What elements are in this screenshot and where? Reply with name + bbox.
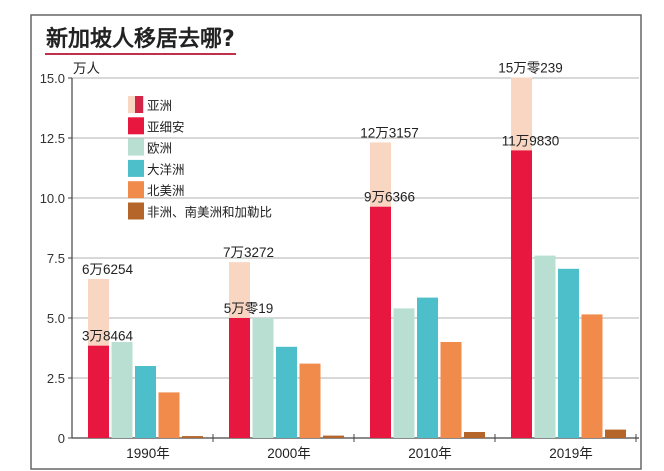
bar-asean (229, 317, 250, 438)
x-tick-label: 1990年 (126, 446, 170, 461)
legend-swatch (128, 181, 144, 199)
y-tick-label: 12.5 (40, 131, 65, 146)
x-tick-label: 2010年 (408, 446, 452, 461)
y-tick-label: 0 (58, 431, 65, 446)
data-label: 11万9830 (502, 133, 560, 148)
bar-europe (252, 318, 274, 438)
bar-asean (370, 206, 391, 438)
chart-title: 新加坡人移居去哪? (46, 26, 235, 52)
bar-africa-south-america-caribbean (182, 436, 203, 438)
data-label: 9万6366 (364, 190, 415, 205)
legend-swatch (128, 202, 144, 220)
legend-swatch (128, 117, 144, 135)
y-tick-label: 15.0 (40, 71, 65, 86)
y-axis-label: 万人 (73, 61, 100, 76)
legend-label: 欧洲 (147, 141, 172, 156)
data-label: 15万零239 (498, 60, 563, 75)
bar-africa-south-america-caribbean (323, 435, 344, 438)
legend-label: 北美洲 (147, 183, 185, 198)
bar-oceania (135, 366, 156, 438)
bar-north-america (299, 363, 321, 438)
chart-frame (30, 14, 642, 470)
y-tick-label: 10.0 (40, 191, 65, 206)
legend-label: 非洲、南美洲和加勒比 (147, 205, 272, 220)
y-tick-label: 7.5 (47, 251, 65, 266)
bar-oceania (417, 297, 438, 438)
bar-europe (534, 255, 556, 438)
x-tick-label: 2000年 (267, 446, 311, 461)
legend-swatch (128, 159, 144, 177)
data-label: 3万8464 (82, 329, 134, 344)
bar-oceania (558, 268, 579, 438)
legend-label: 大洋洲 (147, 162, 185, 177)
bar-africa-south-america-caribbean (605, 429, 626, 438)
legend-label: 亚洲 (147, 98, 172, 113)
bar-africa-south-america-caribbean (464, 432, 485, 438)
data-label: 7万3272 (223, 245, 274, 260)
bar-europe (393, 308, 415, 438)
legend-label: 亚细安 (147, 119, 185, 134)
bar-north-america (440, 342, 462, 438)
bar-asean (88, 345, 109, 438)
y-tick-label: 5.0 (47, 311, 65, 326)
legend-swatch-asia-inner (135, 96, 143, 113)
data-label: 5万零19 (224, 301, 274, 316)
y-tick-label: 2.5 (47, 371, 65, 386)
bar-north-america (158, 392, 180, 438)
legend-swatch (128, 138, 144, 156)
data-label: 12万3157 (360, 125, 419, 140)
bar-oceania (276, 346, 297, 438)
x-tick-label: 2019年 (549, 446, 593, 461)
data-label: 6万6254 (82, 262, 134, 277)
bar-north-america (581, 314, 603, 438)
bar-asean (511, 150, 532, 438)
bar-europe (111, 342, 133, 438)
